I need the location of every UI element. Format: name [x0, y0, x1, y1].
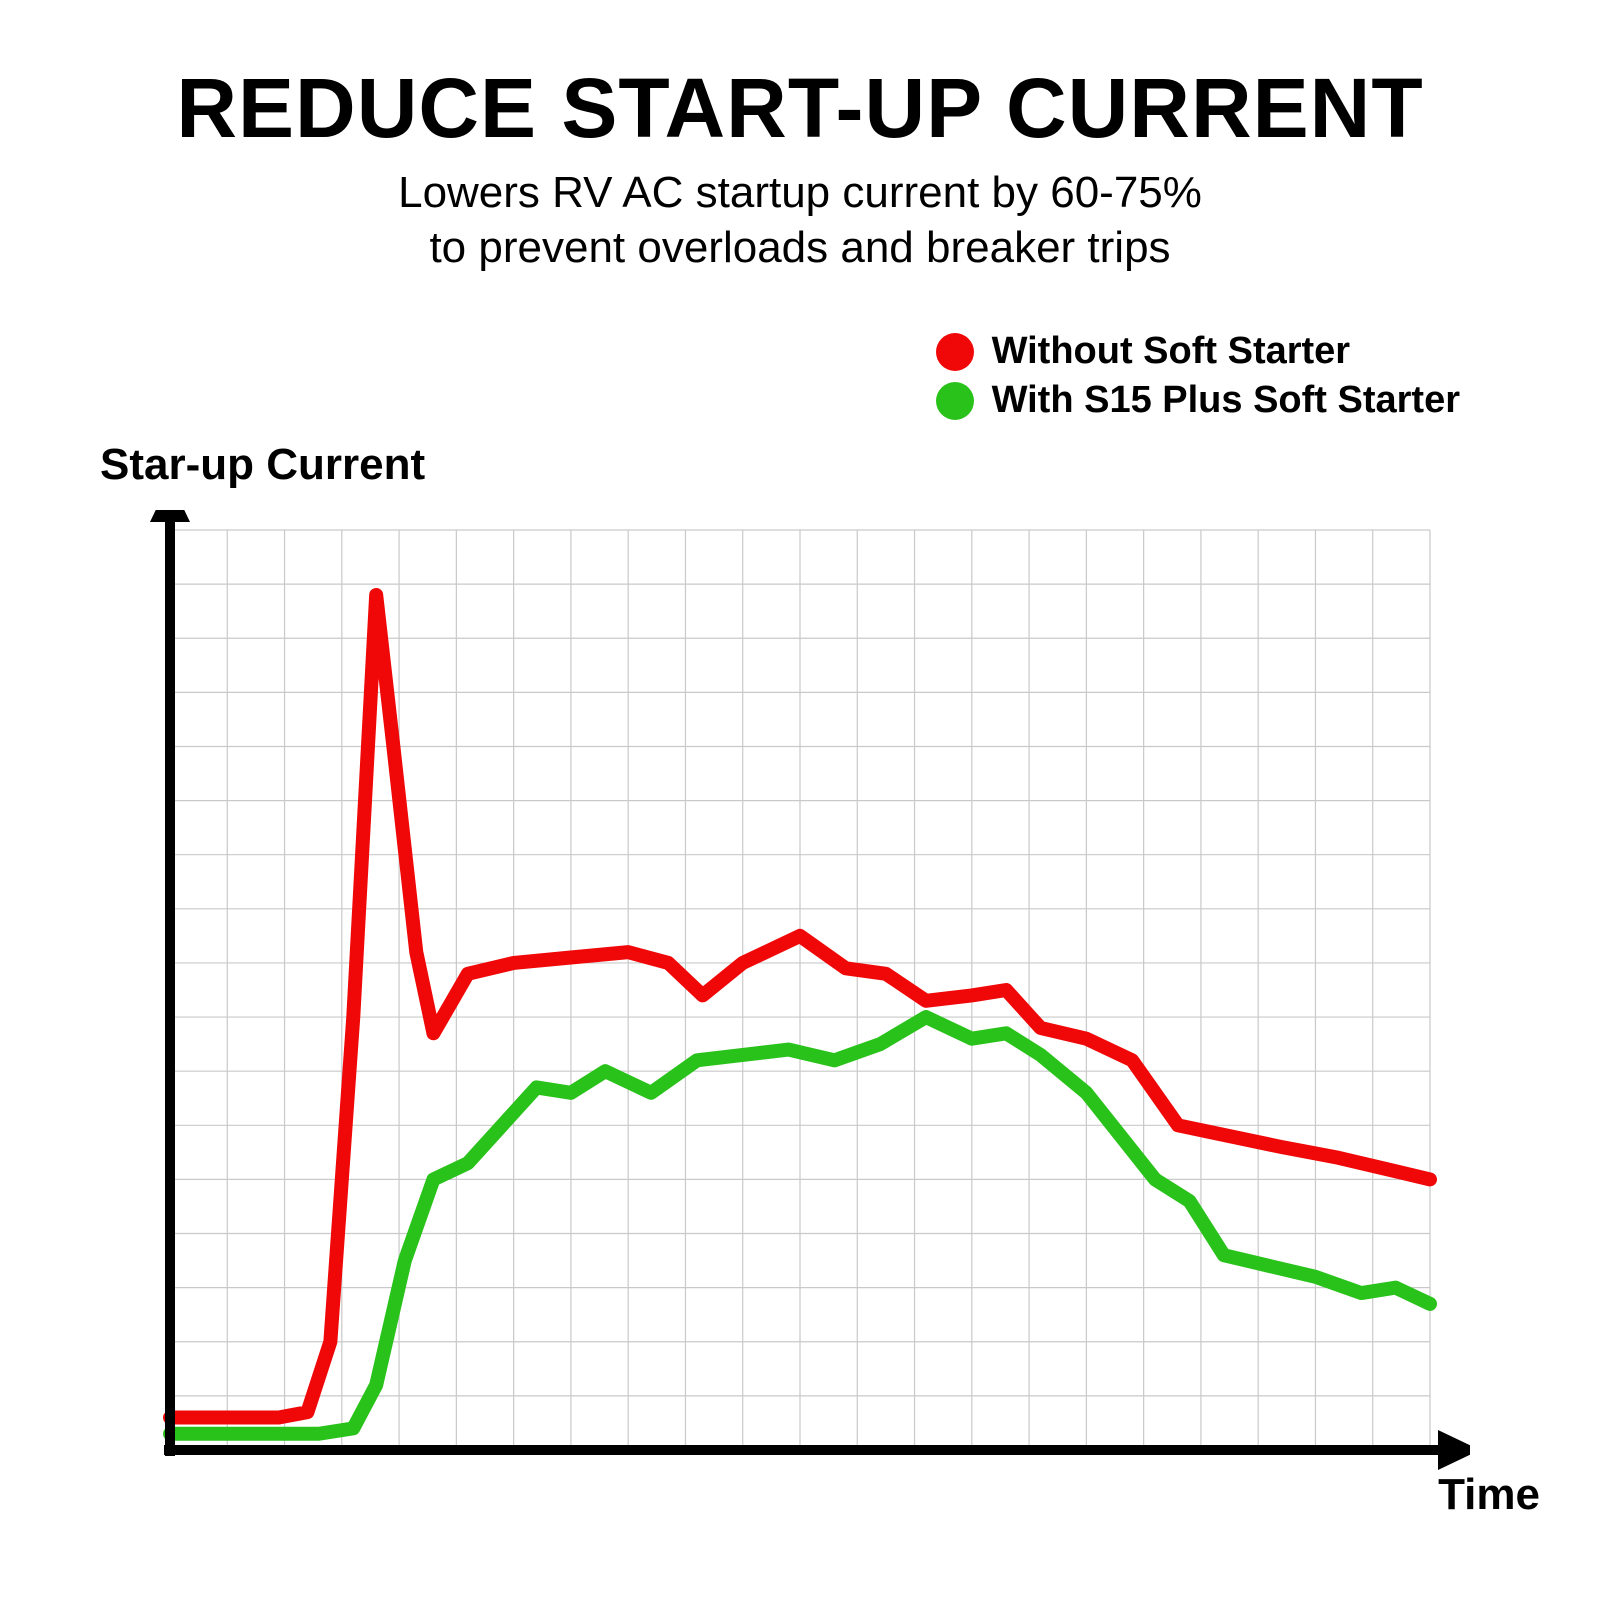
legend-label-without: Without Soft Starter	[992, 330, 1351, 373]
legend-dot-without	[936, 333, 974, 371]
chart-legend: Without Soft Starter With S15 Plus Soft …	[936, 330, 1460, 428]
subtitle: Lowers RV AC startup current by 60-75% t…	[80, 165, 1520, 275]
chart-area	[130, 510, 1470, 1490]
legend-item-without: Without Soft Starter	[936, 330, 1460, 373]
legend-item-with: With S15 Plus Soft Starter	[936, 379, 1460, 422]
x-axis-label: Time	[1438, 1470, 1540, 1520]
subtitle-line-1: Lowers RV AC startup current by 60-75%	[398, 168, 1202, 217]
infographic-container: REDUCE START-UP CURRENT Lowers RV AC sta…	[0, 0, 1600, 1600]
legend-label-with: With S15 Plus Soft Starter	[992, 379, 1460, 422]
legend-dot-with	[936, 382, 974, 420]
y-axis-label: Star-up Current	[100, 440, 425, 490]
line-chart	[130, 510, 1470, 1490]
main-title: REDUCE START-UP CURRENT	[80, 60, 1520, 157]
subtitle-line-2: to prevent overloads and breaker trips	[429, 223, 1170, 272]
